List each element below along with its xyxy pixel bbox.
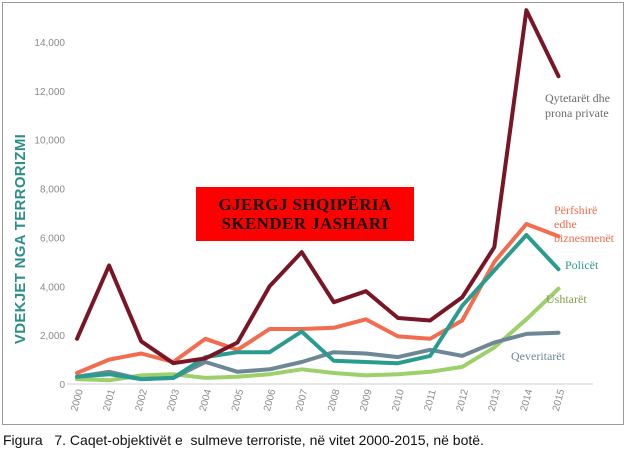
x-tick-label: 2001 (101, 388, 117, 413)
series-label-line: Përfshirë (554, 203, 597, 217)
y-tick-label: 0 (59, 380, 65, 391)
banner-line-2: SKENDER JASHARI (221, 214, 389, 233)
x-tick-label: 2002 (134, 388, 150, 413)
x-tick-label: 2006 (262, 388, 278, 413)
x-tick-label: 2007 (294, 388, 310, 413)
series-line-1 (75, 222, 561, 375)
x-tick-label: 2003 (166, 388, 182, 413)
series-label-line: Qytetarët dhe (545, 91, 610, 105)
x-tick-label: 2009 (358, 388, 374, 413)
series-label-line: Qeveritarët (511, 349, 566, 363)
x-axis-ticks: 2000 2001 2002 2003 2004 2005 2006 2007 2008 2009… (69, 388, 567, 413)
series-label-s2: Policët (565, 258, 599, 272)
series-label-s0: Qytetarët dhe prona private (545, 91, 610, 120)
series-label-s1: Përfshirë edhe biznesmenët (554, 203, 615, 245)
y-tick-label: 14,000 (34, 38, 65, 49)
figure-caption: Figura 7. Caqet-objektivët e sulmeve ter… (3, 432, 484, 448)
figure-frame: 0 2,000 4,000 6,000 8,000 10,000 12,000 14,000 … (2, 2, 624, 425)
series-label-s4: Qeveritarët (511, 349, 566, 363)
y-axis-label: VDEKJET NGA TERRORIZMI (12, 134, 29, 344)
x-tick-label: 2010 (390, 388, 406, 413)
series-label-line: Ushtarët (546, 292, 587, 306)
x-tick-label: 2000 (69, 388, 85, 413)
y-tick-label: 4,000 (40, 282, 65, 293)
x-tick-label: 2014 (519, 388, 535, 413)
banner-line-1: GJERGJ SHQIPËRIA (218, 195, 392, 214)
x-tick-label: 2011 (423, 388, 439, 412)
series-line-2 (75, 233, 561, 382)
y-tick-label: 8,000 (40, 185, 65, 196)
x-tick-label: 2004 (198, 388, 214, 413)
series-label-line: Policët (565, 258, 599, 272)
y-tick-label: 10,000 (34, 136, 65, 147)
series-lines (75, 8, 561, 383)
series-label-line: edhe (554, 217, 577, 231)
x-tick-label: 2012 (455, 388, 471, 413)
y-tick-label: 6,000 (40, 233, 65, 244)
y-tick-label: 2,000 (40, 331, 65, 342)
x-tick-label: 2008 (326, 388, 342, 413)
series-line-3 (75, 286, 561, 383)
series-label-line: prona private (545, 106, 609, 120)
watermark-banner: GJERGJ SHQIPËRIA SKENDER JASHARI (196, 187, 414, 241)
x-tick-label: 2015 (551, 388, 567, 413)
y-tick-label: 12,000 (34, 87, 65, 98)
line-chart: 02,0004,0006,0008,00010,00012,00014,000 … (12, 8, 615, 413)
series-line-0 (75, 8, 561, 366)
series-labels: Qytetarët dhe prona private Përfshirë edhe b… (511, 91, 615, 363)
x-tick-label: 2005 (230, 388, 246, 413)
y-axis-ticks: 0 2,000 4,000 6,000 8,000 10,000 12,000 14,000 (34, 38, 65, 391)
series-label-line: biznesmenët (554, 231, 615, 245)
x-tick-label: 2013 (487, 388, 503, 413)
series-label-s3: Ushtarët (546, 292, 587, 306)
